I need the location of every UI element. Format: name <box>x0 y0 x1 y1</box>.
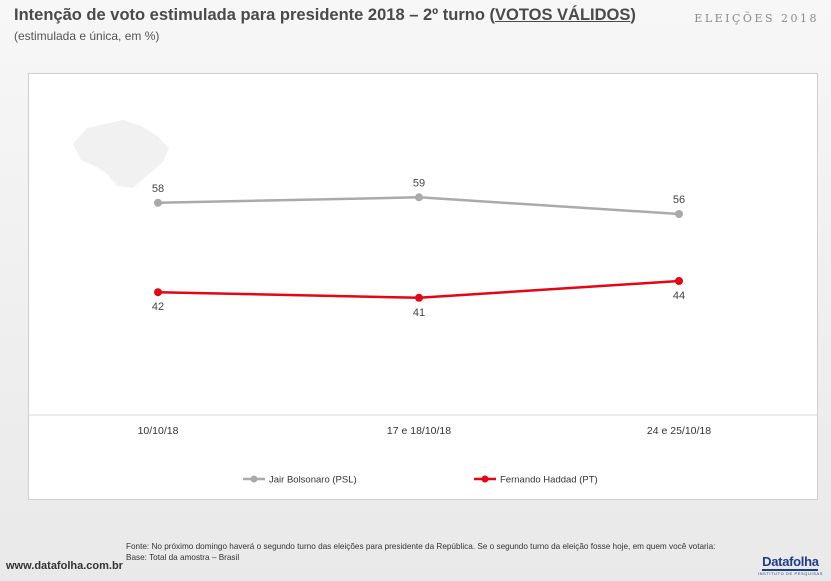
source-line: Fonte: No próximo domingo haverá o segun… <box>126 542 716 551</box>
chart-frame <box>28 73 818 500</box>
data-label: 58 <box>152 183 164 195</box>
x-tick-label: 10/10/18 <box>138 425 179 437</box>
data-label: 44 <box>673 290 685 302</box>
header: Intenção de voto estimulada para preside… <box>14 6 636 43</box>
logo-underline <box>762 569 819 571</box>
title-link[interactable]: VOTOS VÁLIDOS <box>495 6 631 24</box>
data-point <box>154 288 162 297</box>
data-label: 41 <box>413 307 425 319</box>
data-point <box>675 277 683 285</box>
elections-brand: ELEIÇÕES 2018 <box>694 12 819 25</box>
footer-url[interactable]: www.datafolha.com.br <box>6 560 123 572</box>
x-tick-label: 17 e 18/10/18 <box>387 425 451 437</box>
legend-marker <box>250 475 258 483</box>
data-point <box>415 193 423 202</box>
datafolha-logo: Datafolha INSTITUTO DE PESQUISAS <box>758 554 823 576</box>
page-title: Intenção de voto estimulada para preside… <box>14 6 636 24</box>
data-label: 56 <box>673 194 685 206</box>
logo-text: Datafolha <box>762 554 819 569</box>
brazil-map-watermark <box>73 120 169 188</box>
x-tick-label: 24 e 25/10/18 <box>647 425 711 437</box>
legend-label: Jair Bolsonaro (PSL) <box>269 475 357 486</box>
page-subtitle: (estimulada e única, em %) <box>14 29 160 43</box>
legend-marker <box>481 475 489 483</box>
data-point <box>415 293 423 302</box>
logo-subtext: INSTITUTO DE PESQUISAS <box>757 571 823 576</box>
footer-source: Fonte: No próximo domingo haverá o segun… <box>126 541 715 563</box>
data-point <box>675 210 683 218</box>
legend-label: Fernando Haddad (PT) <box>500 475 598 486</box>
data-point <box>154 198 162 207</box>
base-line: Base: Total da amostra – Brasil <box>126 553 240 562</box>
data-label: 42 <box>152 301 164 313</box>
data-label: 59 <box>413 177 425 189</box>
